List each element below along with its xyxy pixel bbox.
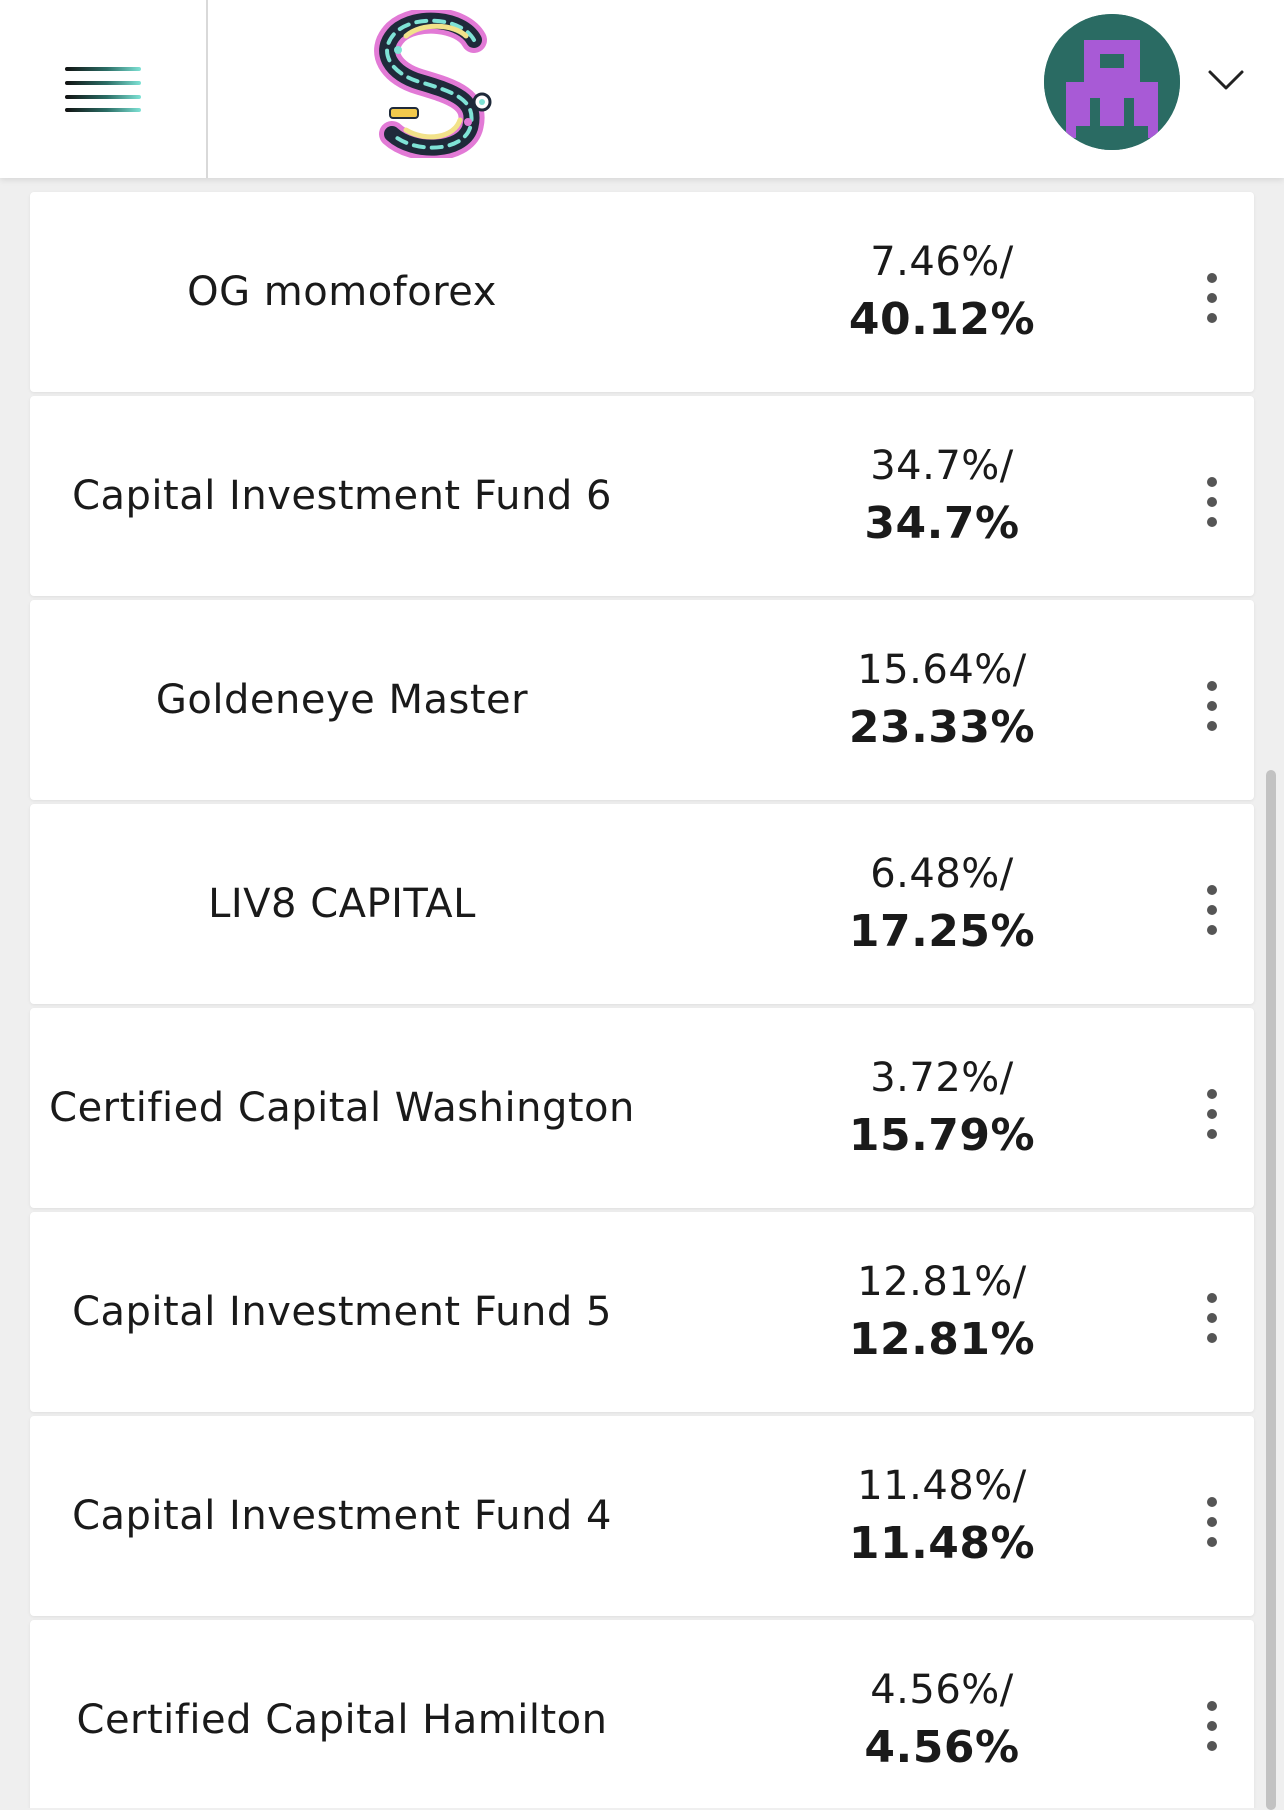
fund-values: 4.56%/ 4.56% — [762, 1620, 1122, 1808]
fund-values: 7.46%/ 40.12% — [762, 192, 1122, 392]
fund-name: Capital Investment Fund 4 — [72, 1493, 612, 1539]
fund-name: Certified Capital Washington — [49, 1085, 635, 1131]
value-secondary: 15.79% — [848, 1110, 1036, 1161]
fund-values: 34.7%/ 34.7% — [762, 396, 1122, 596]
chevron-down-icon — [1208, 70, 1244, 90]
fund-name: Capital Investment Fund 5 — [72, 1289, 612, 1335]
fund-values: 6.48%/ 17.25% — [762, 804, 1122, 1004]
value-secondary: 11.48% — [848, 1518, 1036, 1569]
more-options-icon[interactable] — [1192, 1086, 1232, 1142]
value-primary: 34.7%/ — [870, 443, 1014, 489]
list-item[interactable]: Goldeneye Master 15.64%/ 23.33% — [30, 600, 1254, 800]
value-secondary: 4.56% — [864, 1722, 1020, 1773]
fund-name: Goldeneye Master — [155, 677, 529, 723]
list-item[interactable]: LIV8 CAPITAL 6.48%/ 17.25% — [30, 804, 1254, 1004]
list-item[interactable]: Capital Investment Fund 6 34.7%/ 34.7% — [30, 396, 1254, 596]
value-secondary: 12.81% — [848, 1314, 1036, 1365]
more-options-icon[interactable] — [1192, 474, 1232, 530]
list-item[interactable]: Capital Investment Fund 4 11.48%/ 11.48% — [30, 1416, 1254, 1616]
more-options-icon[interactable] — [1192, 1494, 1232, 1550]
value-primary: 15.64%/ — [857, 647, 1027, 693]
list-item[interactable]: Certified Capital Washington 3.72%/ 15.7… — [30, 1008, 1254, 1208]
account-dropdown-toggle[interactable] — [1204, 58, 1248, 102]
fund-list: OG momoforex 7.46%/ 40.12% Capital Inves… — [0, 178, 1284, 1808]
fund-name: Certified Capital Hamilton — [76, 1697, 608, 1743]
value-primary: 6.48%/ — [870, 851, 1014, 897]
value-primary: 4.56%/ — [870, 1667, 1014, 1713]
pixel-avatar-icon — [1044, 14, 1180, 150]
user-avatar[interactable] — [1044, 14, 1180, 150]
top-bar — [0, 0, 1284, 178]
more-options-icon[interactable] — [1192, 678, 1232, 734]
fund-name: Capital Investment Fund 6 — [72, 473, 612, 519]
app-logo[interactable] — [370, 7, 502, 161]
menu-button[interactable] — [0, 0, 208, 178]
more-options-icon[interactable] — [1192, 882, 1232, 938]
fund-name: OG momoforex — [187, 269, 497, 315]
s-logo-icon — [374, 7, 492, 161]
vertical-scrollbar[interactable] — [1266, 770, 1276, 1810]
value-primary: 11.48%/ — [857, 1463, 1027, 1509]
list-item[interactable]: Capital Investment Fund 5 12.81%/ 12.81% — [30, 1212, 1254, 1412]
value-secondary: 40.12% — [848, 294, 1036, 345]
value-secondary: 34.7% — [864, 498, 1020, 549]
value-secondary: 23.33% — [848, 702, 1036, 753]
fund-values: 15.64%/ 23.33% — [762, 600, 1122, 800]
fund-name: LIV8 CAPITAL — [208, 881, 476, 927]
value-primary: 3.72%/ — [870, 1055, 1014, 1101]
hamburger-icon — [65, 67, 141, 112]
list-item[interactable]: OG momoforex 7.46%/ 40.12% — [30, 192, 1254, 392]
fund-values: 3.72%/ 15.79% — [762, 1008, 1122, 1208]
more-options-icon[interactable] — [1192, 270, 1232, 326]
more-options-icon[interactable] — [1192, 1698, 1232, 1754]
value-primary: 7.46%/ — [870, 239, 1014, 285]
value-secondary: 17.25% — [848, 906, 1036, 957]
list-item[interactable]: Certified Capital Hamilton 4.56%/ 4.56% — [30, 1620, 1254, 1808]
fund-values: 11.48%/ 11.48% — [762, 1416, 1122, 1616]
value-primary: 12.81%/ — [857, 1259, 1027, 1305]
more-options-icon[interactable] — [1192, 1290, 1232, 1346]
fund-values: 12.81%/ 12.81% — [762, 1212, 1122, 1412]
